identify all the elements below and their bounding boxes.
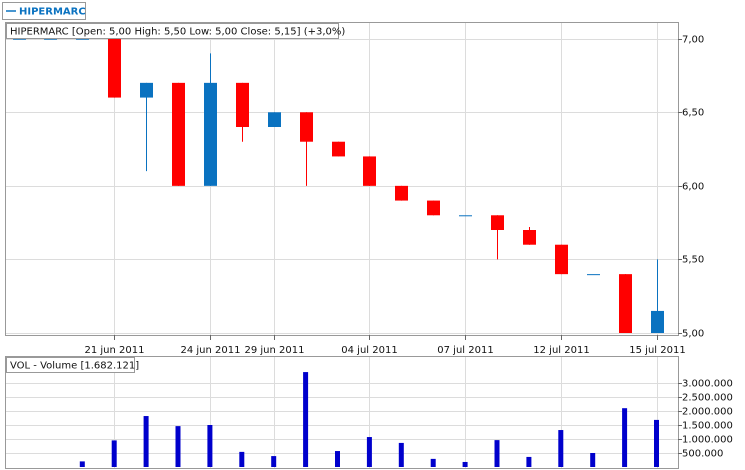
volume-bar [430, 458, 436, 467]
candle-body [491, 215, 504, 230]
x-tick-label: 15 jul 2011 [629, 345, 685, 356]
y-tick-label: 5,00 [682, 329, 704, 340]
volume-bar [335, 451, 340, 467]
y-tick-label: 3.000.000 [682, 379, 733, 390]
candle-body [300, 112, 313, 142]
volume-bar [590, 453, 596, 467]
y-tick-label: 5,50 [682, 255, 704, 266]
y-tick-label: 2.000.000 [682, 407, 733, 418]
volume-bar [207, 425, 213, 467]
candle-body [76, 38, 89, 40]
candle-body [555, 244, 568, 275]
volume-bar [143, 416, 149, 467]
y-tick-label: 7,00 [682, 35, 704, 46]
x-tick-label: 24 jun 2011 [181, 345, 241, 356]
volume-header-box [6, 357, 135, 373]
x-tick-label: 29 jun 2011 [245, 345, 305, 356]
candle-body [427, 200, 440, 216]
volume-bar [526, 456, 532, 467]
y-tick-label: 500.000 [682, 449, 723, 460]
candle-body [44, 38, 57, 40]
x-tick-label: 07 jul 2011 [437, 345, 493, 356]
y-tick-label: 6,50 [682, 108, 704, 119]
volume-bar [558, 430, 564, 467]
candle-body [236, 82, 249, 127]
x-tick-label: 04 jul 2011 [341, 345, 397, 356]
candle-body [651, 310, 664, 333]
volume-bar [111, 440, 117, 467]
candle-body [523, 230, 536, 245]
candle-body [13, 38, 26, 40]
candle-body [172, 82, 185, 186]
price-panel [5, 22, 679, 336]
candle-body [204, 82, 217, 186]
volume-bar [79, 461, 85, 467]
volume-bar [175, 426, 181, 467]
x-tick-label: 21 jun 2011 [85, 345, 145, 356]
volume-bar [398, 442, 404, 467]
y-tick-label: 2.500.000 [682, 393, 733, 404]
plot-area: 5,00 5,50 6,00 6,50 7,00 21 jun 2011 24 jun 20… [6, 23, 733, 468]
volume-header: VOL - Volume [1.682.121] [10, 361, 139, 372]
candle-body [332, 141, 345, 157]
candle-body [363, 156, 376, 186]
volume-bar [303, 372, 309, 467]
candle-body [108, 38, 121, 98]
price-header-box [6, 23, 339, 39]
volume-bar [462, 461, 468, 467]
volume-bar [271, 456, 277, 467]
volume-bar [494, 440, 500, 467]
price-header: HIPERMARC [Open: 5,00 High: 5,50 Low: 5,… [10, 27, 345, 38]
candle-body [395, 185, 408, 201]
volume-bar [654, 419, 659, 467]
y-tick-label: 1.500.000 [682, 421, 733, 432]
volume-bar [366, 437, 372, 467]
volume-bar [239, 451, 245, 467]
y-tick-label: 1.000.000 [682, 435, 733, 446]
candle-body [587, 274, 600, 276]
legend-label: HIPERMARC [19, 7, 86, 18]
candle-body [140, 82, 153, 98]
candle-body [268, 112, 281, 127]
candle-body [459, 215, 472, 217]
x-tick-label: 12 jul 2011 [533, 345, 589, 356]
candle-body [619, 274, 632, 333]
volume-bar [622, 408, 628, 467]
legend-box [2, 2, 86, 20]
volume-panel [5, 356, 679, 469]
y-tick-label: 6,00 [682, 182, 704, 193]
